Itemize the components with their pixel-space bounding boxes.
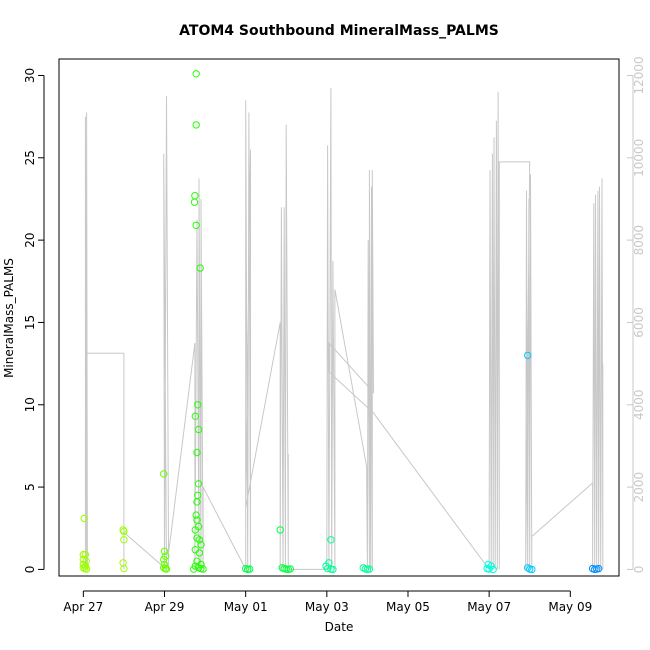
data-point (197, 541, 205, 549)
x-tick-label: May 07 (467, 600, 511, 614)
data-point (160, 470, 168, 478)
data-point (190, 198, 199, 206)
axes-layer: Apr 27 Apr 29 May 01 May 03 May 05 May 07 May … (23, 56, 646, 614)
y-tick-label: 5 (23, 483, 37, 491)
chart-title: ATOM4 Southbound MineralMass_PALMS (179, 23, 499, 39)
data-point (365, 565, 374, 573)
y2-tick-label: 0 (632, 566, 646, 574)
y2-tick-label: 10000 (632, 139, 646, 177)
x-tick-label: May 01 (224, 600, 268, 614)
data-point (327, 536, 335, 544)
data-point (195, 549, 204, 557)
x-tick-label: May 03 (305, 600, 349, 614)
data-point (194, 480, 203, 488)
data-point (489, 565, 497, 574)
data-point (160, 547, 169, 555)
data-point (79, 550, 88, 559)
x-axis-label: Date (325, 620, 354, 634)
data-point (196, 264, 204, 272)
y-axis-label: MineralMass_PALMS (2, 258, 16, 378)
data-point (246, 565, 254, 573)
data-point (192, 70, 200, 78)
y-tick-label: 25 (23, 150, 37, 165)
data-point (192, 221, 200, 230)
data-point (329, 565, 337, 574)
data-point (595, 564, 603, 573)
y-tick-label: 15 (23, 315, 37, 330)
y-tick-label: 20 (23, 232, 37, 247)
data-point (160, 555, 168, 564)
x-tick-label: Apr 27 (63, 600, 103, 614)
data-point (192, 511, 200, 519)
data-point (192, 121, 200, 129)
x-tick-label: Apr 29 (145, 600, 185, 614)
data-point (276, 526, 284, 534)
y2-tick-label: 4000 (632, 389, 646, 420)
y-tick-label: 10 (23, 397, 37, 412)
data-point (120, 527, 128, 536)
data-point (528, 565, 536, 574)
x-tick-label: May 05 (386, 600, 430, 614)
data-point (80, 514, 88, 523)
data-point (193, 516, 201, 524)
data-point (194, 401, 202, 409)
plot-frame (58, 58, 620, 577)
data-point (524, 564, 532, 572)
x-tick-label: May 09 (548, 600, 592, 614)
y2-tick-label: 8000 (632, 225, 646, 256)
scatter-points-layer (79, 70, 603, 574)
data-point (286, 565, 294, 573)
data-point (323, 564, 332, 573)
data-point (193, 448, 201, 457)
data-point (191, 192, 199, 200)
data-point (162, 565, 171, 573)
data-point (82, 565, 91, 573)
y-tick-label: 0 (23, 566, 37, 574)
data-point (195, 536, 204, 544)
y2-tick-label: 2000 (632, 472, 646, 503)
data-point (194, 425, 203, 434)
y2-tick-label: 6000 (632, 307, 646, 338)
y-tick-label: 30 (23, 68, 37, 83)
secondary-series-line (84, 87, 604, 571)
data-point (120, 536, 128, 544)
data-point (485, 565, 493, 573)
data-point (191, 412, 200, 420)
data-point (120, 564, 128, 573)
data-point (524, 351, 532, 360)
data-point (193, 498, 201, 506)
y2-tick-label: 12000 (632, 56, 646, 94)
data-point (191, 526, 200, 534)
data-point (190, 565, 198, 573)
secondary-series-layer (84, 87, 604, 571)
data-point (199, 565, 207, 573)
data-point (119, 559, 127, 567)
data-point (160, 560, 169, 569)
